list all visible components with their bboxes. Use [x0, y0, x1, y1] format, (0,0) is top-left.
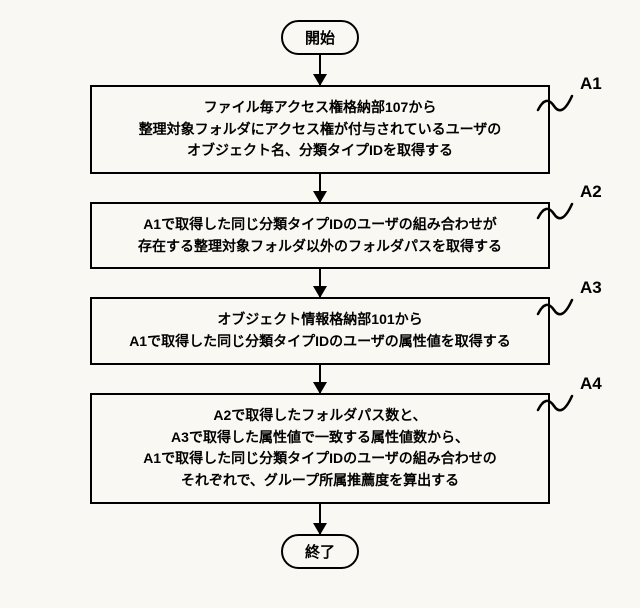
- step-a4-line3: A1で取得した同じ分類タイプIDのユーザの組み合わせの: [143, 450, 497, 466]
- step-a2-line2: 存在する整理対象フォルダ以外のフォルダパスを取得する: [138, 238, 502, 254]
- wave-a3: [536, 294, 576, 318]
- step-a2-line1: A1で取得した同じ分類タイプIDのユーザの組み合わせが: [143, 216, 497, 232]
- arrow-start-a1: [319, 55, 322, 85]
- step-a1-line3: オブジェクト名、分類タイプIDを取得する: [187, 142, 453, 158]
- label-a2: A2: [580, 182, 602, 202]
- step-a4-line1: A2で取得したフォルダパス数と、: [213, 407, 426, 423]
- label-a4: A4: [580, 374, 602, 394]
- wave-a2: [536, 198, 576, 222]
- wave-a1: [536, 90, 576, 114]
- step-a4-line2: A3で取得した属性値で一致する属性値数から、: [171, 429, 469, 445]
- step-a3-line2: A1で取得した同じ分類タイプIDのユーザの属性値を取得する: [129, 333, 511, 349]
- arrow-a2-a3: [319, 269, 322, 297]
- step-a3: オブジェクト情報格納部101から A1で取得した同じ分類タイプIDのユーザの属性…: [90, 297, 550, 364]
- step-a1: ファイル毎アクセス権格納部107から 整理対象フォルダにアクセス権が付与されてい…: [90, 85, 550, 174]
- label-a1: A1: [580, 74, 602, 94]
- arrow-a4-end: [319, 504, 322, 534]
- step-a4-line4: それぞれで、グループ所属推薦度を算出する: [181, 472, 459, 488]
- arrow-a3-a4: [319, 365, 322, 393]
- step-a1-line2: 整理対象フォルダにアクセス権が付与されているユーザの: [139, 121, 502, 137]
- step-a1-line1: ファイル毎アクセス権格納部107から: [204, 99, 437, 115]
- arrow-a1-a2: [319, 174, 322, 202]
- label-a3: A3: [580, 278, 602, 298]
- wave-a4: [536, 390, 576, 414]
- step-a4: A2で取得したフォルダパス数と、 A3で取得した属性値で一致する属性値数から、 …: [90, 393, 550, 504]
- step-a2: A1で取得した同じ分類タイプIDのユーザの組み合わせが 存在する整理対象フォルダ…: [90, 202, 550, 269]
- start-terminator: 開始: [281, 20, 359, 55]
- end-terminator: 終了: [281, 534, 359, 569]
- flowchart-container: 開始 ファイル毎アクセス権格納部107から 整理対象フォルダにアクセス権が付与さ…: [70, 20, 570, 569]
- step-a3-line1: オブジェクト情報格納部101から: [217, 311, 422, 327]
